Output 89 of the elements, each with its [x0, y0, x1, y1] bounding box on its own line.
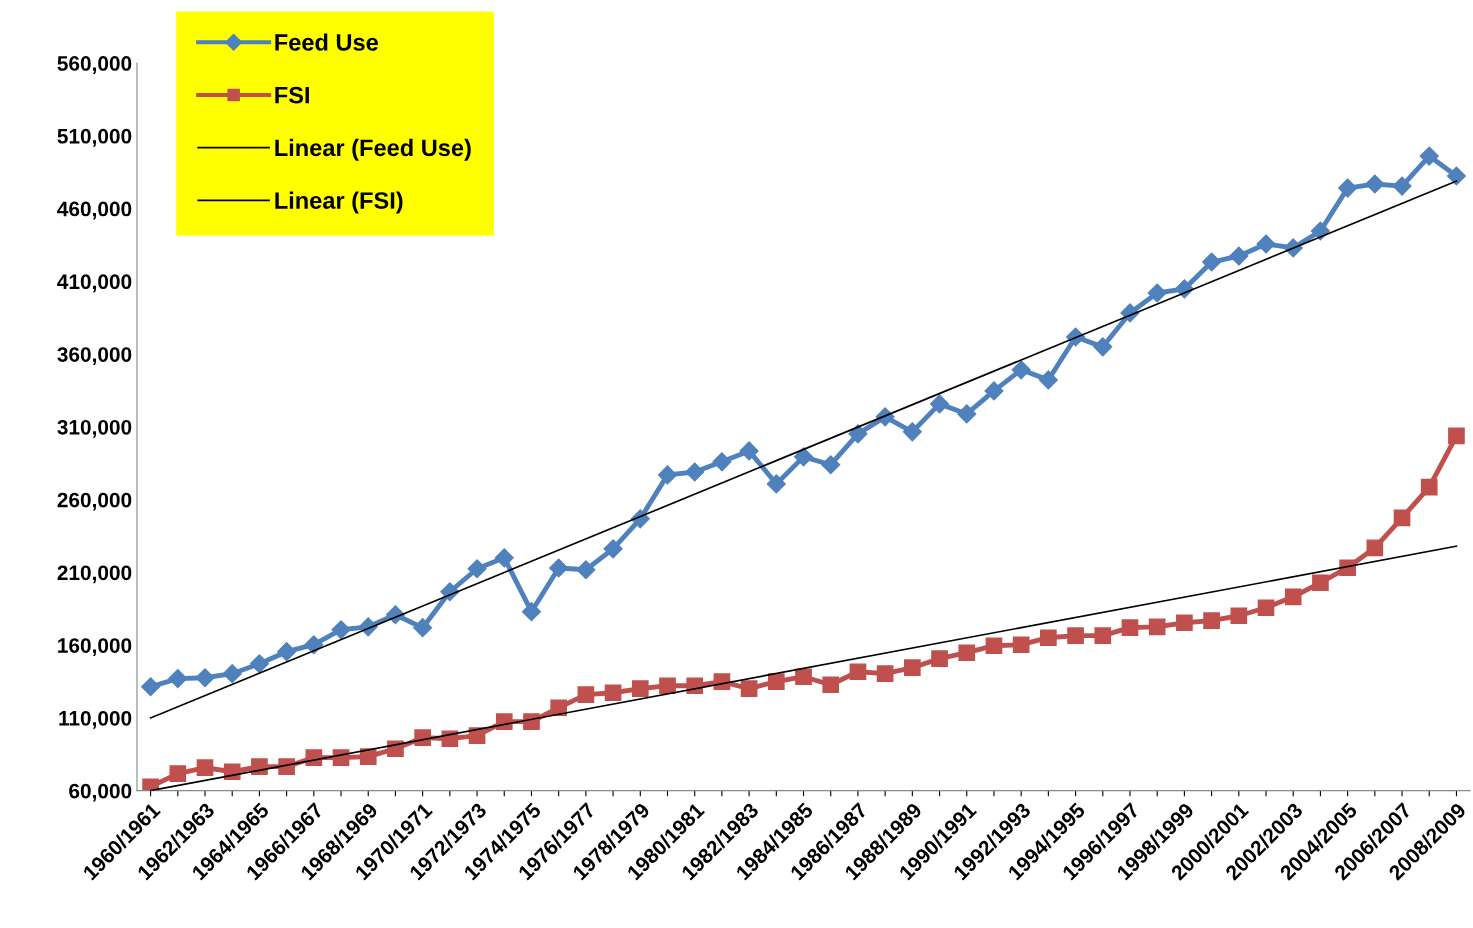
- point: [631, 680, 649, 697]
- point: [577, 686, 595, 703]
- y-tick-label: 210,000: [57, 565, 132, 584]
- point: [1338, 178, 1358, 198]
- point: [712, 452, 732, 472]
- point: [141, 677, 161, 697]
- point: [931, 650, 948, 668]
- point: [1448, 427, 1465, 445]
- y-tick-label: 110,000: [59, 710, 132, 729]
- point: [1310, 221, 1330, 241]
- point: [1176, 614, 1193, 632]
- point: [1446, 166, 1466, 186]
- point: [304, 635, 324, 655]
- point: [604, 684, 622, 702]
- point: [685, 462, 705, 482]
- point: [550, 699, 568, 717]
- point: [169, 765, 187, 782]
- point: [1365, 174, 1385, 194]
- point: [1256, 234, 1276, 254]
- point: [1011, 360, 1031, 380]
- point: [1284, 588, 1302, 606]
- point: [1393, 509, 1411, 527]
- point: [1257, 599, 1275, 617]
- point: [603, 539, 623, 559]
- point: [902, 422, 922, 442]
- point: [657, 465, 678, 485]
- point: [467, 559, 487, 579]
- point: [821, 455, 841, 475]
- point: [848, 424, 868, 444]
- point: [766, 474, 786, 494]
- point: [1121, 619, 1139, 637]
- point: [196, 759, 214, 776]
- point: [1038, 370, 1058, 390]
- y-tick-label: 360,000: [57, 347, 132, 365]
- point: [767, 673, 785, 691]
- point: [659, 677, 676, 695]
- y-tick-label: 60,000: [69, 783, 132, 802]
- y-tick-label: 460,000: [57, 201, 132, 220]
- legend-label: FSI: [275, 86, 309, 104]
- point: [795, 668, 812, 686]
- point: [195, 668, 215, 688]
- point: [1148, 618, 1166, 636]
- point: [1366, 539, 1384, 557]
- legend-label: Linear (Feed Use): [275, 138, 471, 161]
- y-tick-label: 410,000: [57, 274, 132, 293]
- point: [740, 680, 758, 697]
- point: [904, 659, 921, 677]
- point: [1312, 574, 1329, 592]
- point: [1147, 283, 1167, 303]
- y-tick-label: 310,000: [57, 419, 132, 438]
- point: [1419, 146, 1439, 166]
- point: [494, 548, 514, 568]
- point: [1067, 627, 1084, 645]
- point: [1420, 478, 1438, 496]
- point: [849, 663, 867, 681]
- point: [958, 644, 976, 662]
- point: [822, 676, 840, 694]
- point: [249, 654, 269, 674]
- point: [1392, 176, 1412, 196]
- point: [1094, 627, 1112, 645]
- point: [1012, 636, 1030, 654]
- point: [930, 394, 950, 414]
- point: [576, 560, 596, 580]
- y-tick-label: 560,000: [57, 56, 132, 74]
- point: [984, 381, 1004, 401]
- point: [876, 665, 894, 682]
- point: [359, 748, 377, 765]
- y-tick-label: 160,000: [58, 638, 132, 656]
- y-tick-label: 260,000: [57, 492, 132, 511]
- point: [957, 404, 977, 424]
- point: [985, 637, 1003, 655]
- point: [1229, 246, 1249, 266]
- point: [521, 602, 542, 622]
- point: [168, 669, 188, 689]
- y-tick-label: 510,000: [57, 128, 132, 147]
- point: [793, 447, 814, 467]
- legend-label: Linear (FSI): [275, 191, 403, 214]
- point: [1230, 607, 1248, 625]
- point: [1202, 252, 1222, 272]
- point: [739, 441, 759, 461]
- point: [222, 664, 242, 684]
- point: [1040, 629, 1057, 647]
- point: [1093, 337, 1113, 357]
- point: [549, 558, 569, 578]
- point: [331, 620, 351, 640]
- point: [1203, 612, 1220, 630]
- point: [277, 642, 297, 662]
- legend-label: Feed Use: [275, 33, 378, 51]
- point: [413, 618, 433, 638]
